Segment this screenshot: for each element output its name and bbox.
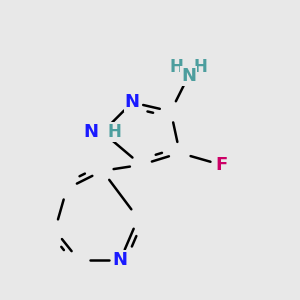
Text: H: H bbox=[194, 58, 208, 76]
Text: H: H bbox=[107, 123, 121, 141]
Text: N: N bbox=[113, 251, 128, 269]
Text: N: N bbox=[125, 93, 140, 111]
Text: H: H bbox=[170, 58, 184, 76]
Text: N: N bbox=[181, 67, 196, 85]
Text: F: F bbox=[215, 156, 227, 174]
Text: N: N bbox=[83, 123, 98, 141]
